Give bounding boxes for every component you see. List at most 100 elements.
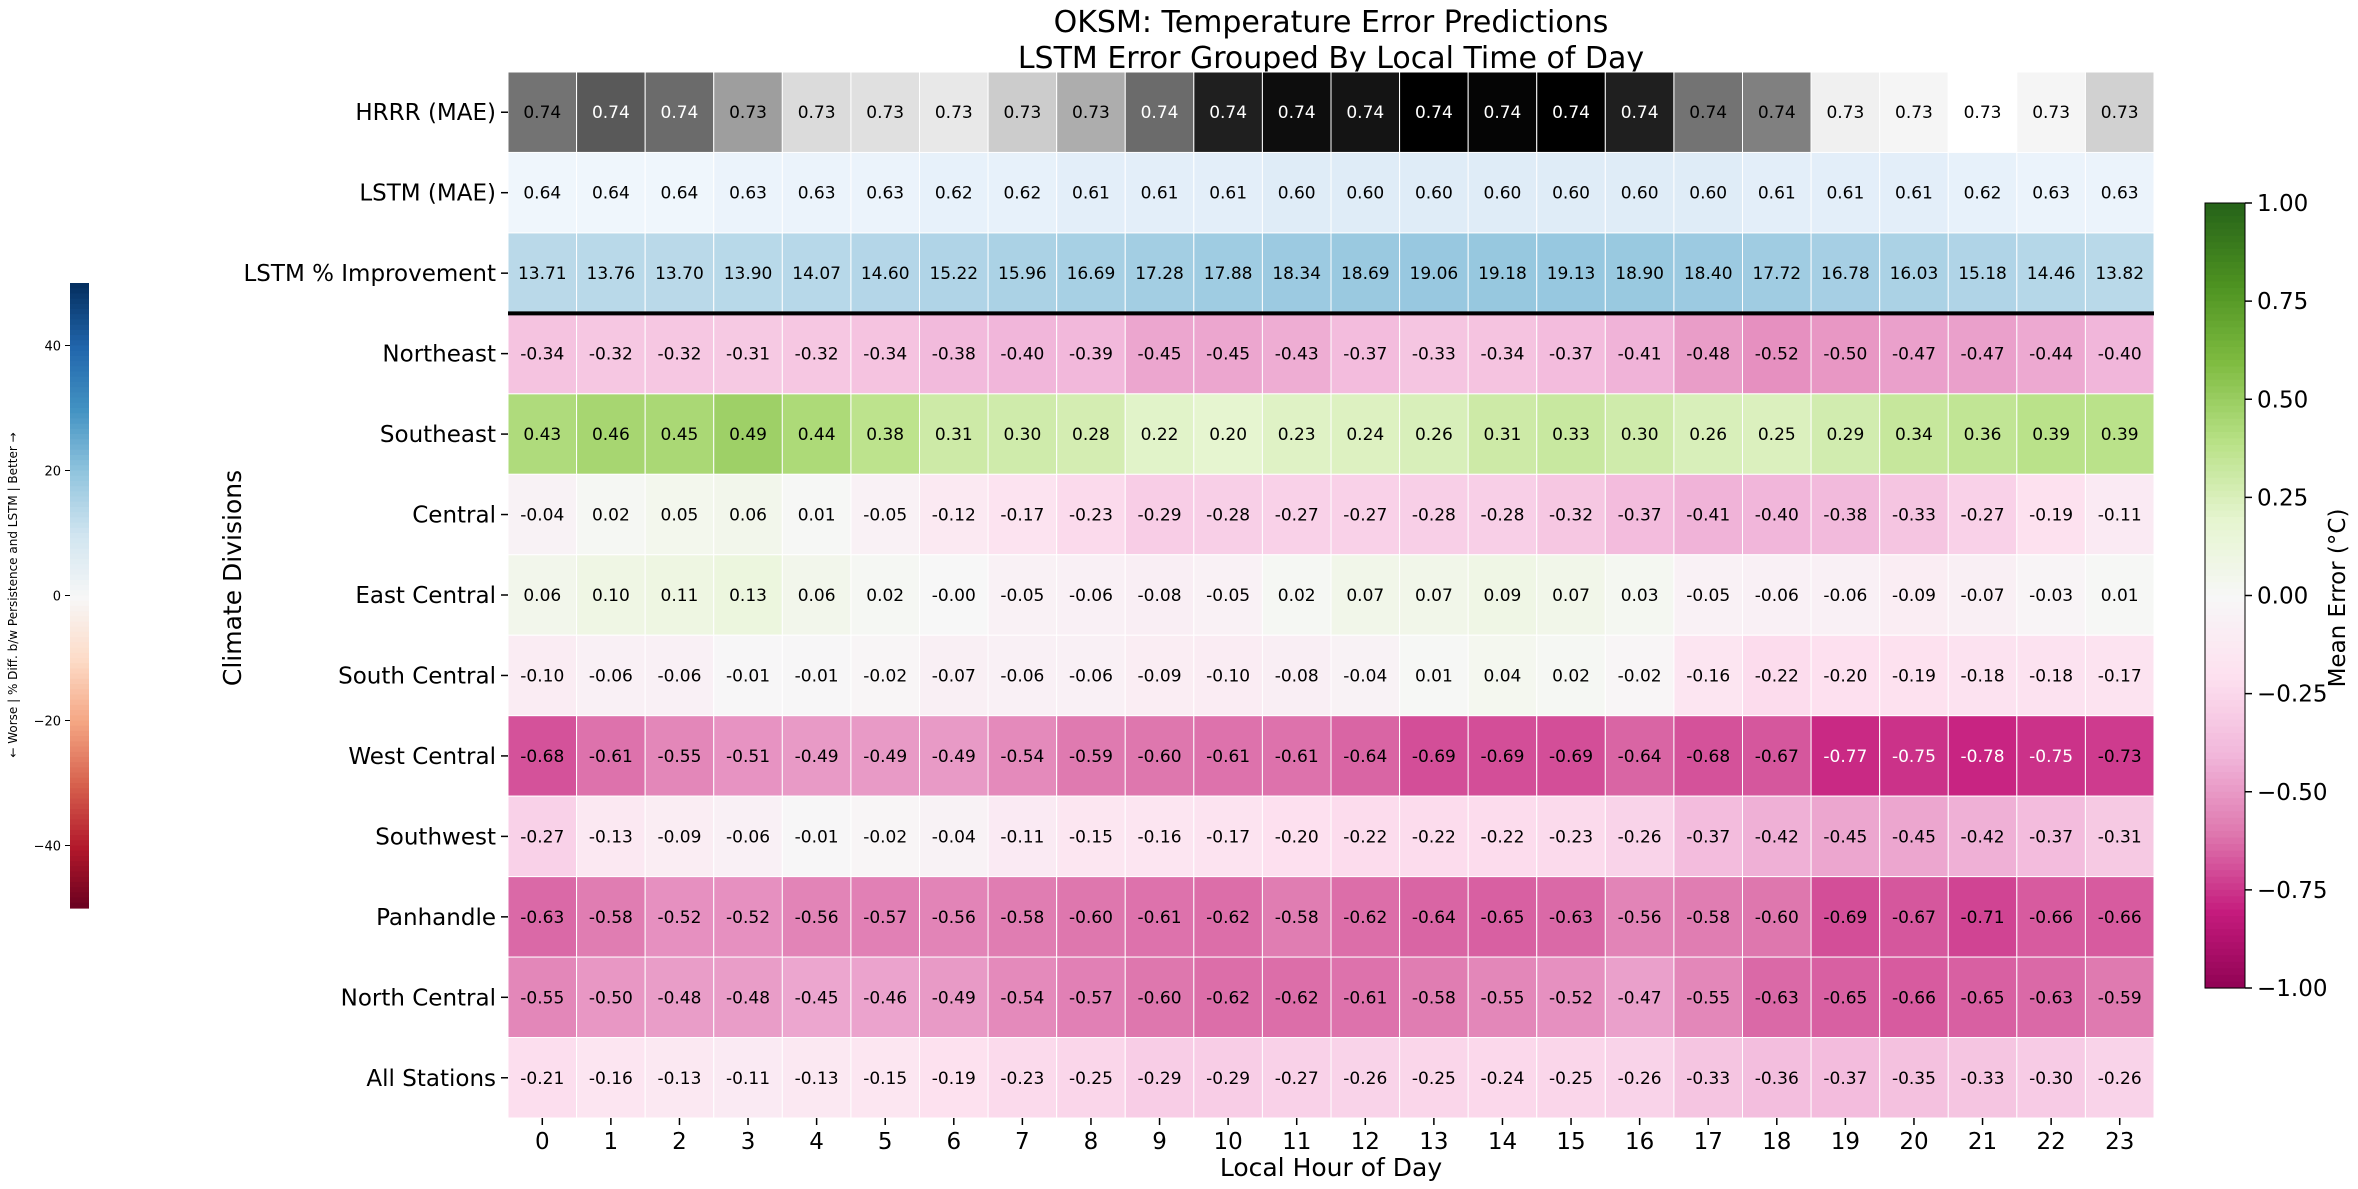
- heatmap-cell: [1056, 795, 1126, 878]
- heatmap-cell: [1604, 956, 1675, 1039]
- heatmap-cell: [1810, 715, 1881, 797]
- cell-value-label: 0.64: [592, 184, 630, 204]
- colorbar-segment: [70, 517, 89, 524]
- heatmap-cell: [2016, 634, 2086, 717]
- heatmap-cell: [1536, 312, 1606, 395]
- colorbar-segment: [70, 538, 89, 545]
- colorbar-segment: [70, 840, 89, 847]
- colorbar-segment: [70, 772, 89, 779]
- colorbar-segment: [70, 720, 89, 727]
- colorbar-segment: [2205, 687, 2245, 695]
- heatmap-cell: [507, 715, 578, 797]
- cell-value-label: -0.68: [1686, 747, 1730, 767]
- cell-value-label: 0.07: [1415, 586, 1453, 606]
- colorbar-segment: [70, 548, 89, 555]
- cell-value-label: -0.47: [1618, 988, 1662, 1008]
- cell-value-label: -0.73: [2098, 747, 2142, 767]
- heatmap-cell: [2016, 876, 2086, 958]
- heatmap-cell: [2084, 312, 2155, 395]
- heatmap-cell: [1604, 876, 1675, 958]
- heatmap-cell: [1810, 393, 1881, 475]
- colorbar-segment: [70, 621, 89, 628]
- cell-value-label: 0.36: [1964, 425, 2002, 445]
- heatmap-cell: [507, 151, 578, 234]
- cell-value-label: -0.39: [1069, 345, 1113, 365]
- cell-value-label: -0.40: [1755, 506, 1799, 526]
- heatmap-cell: [781, 715, 852, 797]
- cell-value-label: -0.58: [1000, 908, 1044, 928]
- row-label: East Central: [355, 583, 496, 609]
- cell-value-label: -0.37: [1686, 827, 1730, 847]
- heatmap-cell: [987, 232, 1058, 314]
- cell-value-label: -0.62: [1275, 988, 1319, 1008]
- colorbar-segment: [70, 559, 89, 565]
- cell-value-label: -0.58: [1412, 988, 1456, 1008]
- heatmap-cell: [1056, 473, 1126, 556]
- colorbar-segment: [70, 381, 89, 388]
- cell-value-label: 0.63: [866, 184, 904, 204]
- x-tick-label: 20: [1899, 1129, 1928, 1155]
- cell-value-label: 0.39: [2032, 425, 2070, 445]
- x-tick-label: 22: [2036, 1129, 2065, 1155]
- cell-value-label: 0.25: [1758, 425, 1796, 445]
- colorbar-segment: [2205, 549, 2245, 557]
- colorbar-segment: [70, 631, 89, 638]
- cell-value-label: -0.38: [932, 345, 976, 365]
- colorbar-segment: [70, 449, 89, 456]
- heatmap-cell: [850, 473, 920, 556]
- colorbar-segment: [2205, 490, 2245, 498]
- heatmap-cell: [919, 554, 989, 636]
- colorbar-segment: [70, 579, 89, 586]
- heatmap-cell: [919, 795, 989, 878]
- heatmap-cell: [1467, 876, 1538, 958]
- heatmap-cell: [1467, 1037, 1538, 1119]
- cell-value-label: -0.25: [1549, 1069, 1593, 1089]
- heatmap-cell: [2084, 956, 2155, 1039]
- colorbar-segment: [2205, 386, 2245, 394]
- colorbar-segment: [70, 319, 89, 326]
- colorbar-segment: [70, 710, 89, 716]
- colorbar-segment: [70, 788, 89, 795]
- heatmap-cell: [1604, 393, 1675, 475]
- cell-value-label: 0.30: [1003, 425, 1041, 445]
- colorbar-segment: [2205, 445, 2245, 453]
- colorbar-segment: [70, 434, 89, 440]
- colorbar-segment: [2205, 785, 2245, 793]
- cell-value-label: 16.03: [1890, 264, 1939, 284]
- heatmap-cell: [1536, 795, 1606, 878]
- colorbar-segment: [2205, 693, 2245, 701]
- colorbar-segment: [70, 522, 89, 529]
- cell-value-label: -0.21: [520, 1069, 564, 1089]
- heatmap-cell: [1261, 715, 1332, 797]
- heatmap-cell: [1536, 232, 1606, 314]
- heatmap-cell: [1399, 393, 1469, 475]
- cell-value-label: 0.22: [1141, 425, 1179, 445]
- heatmap-cell: [507, 393, 578, 475]
- cell-value-label: -0.71: [1961, 908, 2005, 928]
- cell-value-label: -0.45: [795, 988, 839, 1008]
- heatmap-cell: [1399, 71, 1469, 153]
- cell-value-label: -0.09: [1892, 586, 1936, 606]
- heatmap-cell: [919, 232, 989, 314]
- colorbar-segment: [2205, 765, 2245, 773]
- cell-value-label: -0.58: [589, 908, 633, 928]
- heatmap-cell: [1742, 473, 1812, 556]
- colorbar-segment: [70, 798, 89, 805]
- cell-value-label: -0.27: [1275, 506, 1319, 526]
- heatmap-cell: [987, 554, 1058, 636]
- cell-value-label: 0.60: [1278, 184, 1316, 204]
- cell-value-label: -0.65: [1480, 908, 1524, 928]
- cell-value-label: 0.06: [798, 586, 836, 606]
- x-tick-label: 12: [1351, 1129, 1380, 1155]
- colorbar-segment: [70, 704, 89, 711]
- colorbar-segment: [2205, 523, 2245, 531]
- colorbar-segment: [2205, 700, 2245, 708]
- colorbar-segment: [2205, 602, 2245, 610]
- colorbar-segment: [70, 506, 89, 513]
- heatmap-cell: [2016, 554, 2086, 636]
- colorbar-segment: [70, 600, 89, 607]
- x-tick-label: 23: [2105, 1129, 2134, 1155]
- colorbar-segment: [70, 611, 89, 617]
- cell-value-label: -0.20: [1823, 666, 1867, 686]
